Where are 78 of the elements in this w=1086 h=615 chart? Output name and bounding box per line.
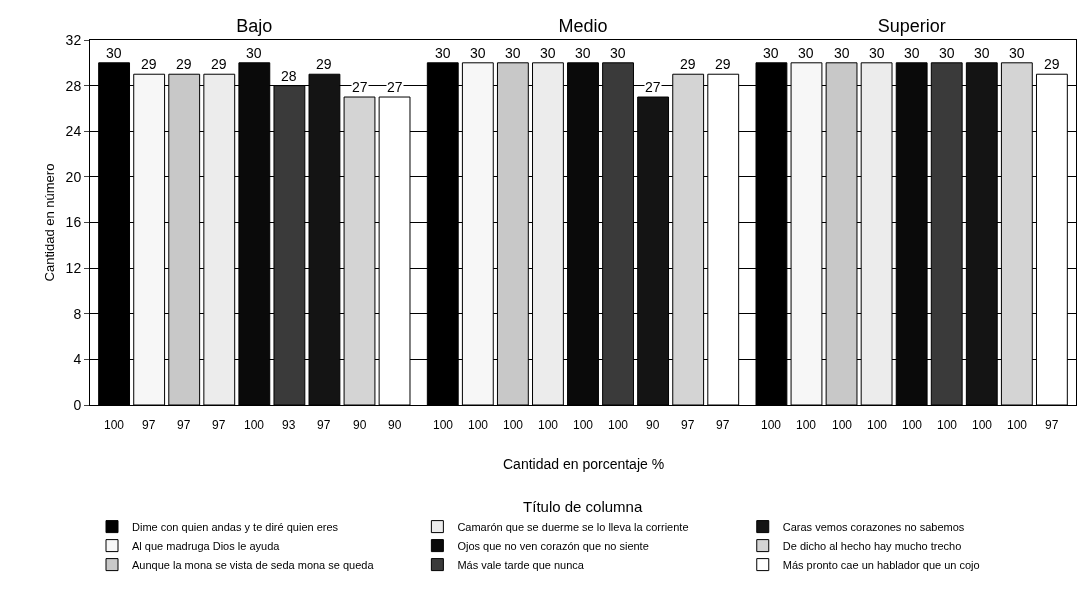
x-tick-label: Bajo <box>236 15 273 36</box>
y-tick-label: 4 <box>73 351 82 368</box>
data-label: 30 <box>763 45 779 61</box>
data-label: 27 <box>352 79 368 95</box>
data-label: 30 <box>505 45 521 61</box>
x-tick-label: Superior <box>877 15 946 36</box>
text: 100 <box>244 418 265 432</box>
text: 100 <box>937 418 958 432</box>
legend-label: Al que madruga Dios le ayuda <box>132 539 281 552</box>
text: 100 <box>503 418 524 432</box>
data-label: 29 <box>141 56 157 72</box>
text: 100 <box>972 418 993 432</box>
x-tick-label: Medio <box>558 15 608 36</box>
text: 93 <box>282 418 296 432</box>
y-tick-label: 28 <box>65 77 82 94</box>
text: 100 <box>902 418 923 432</box>
text: Cantidad en porcentaje % <box>503 456 665 472</box>
legend-label: Ojos que no ven corazón que no siente <box>457 539 649 552</box>
text: 100 <box>104 418 125 432</box>
legend-label: Caras vemos corazones no sabemos <box>782 520 965 533</box>
data-label: 30 <box>246 45 262 61</box>
data-label: 29 <box>211 56 227 72</box>
text: 100 <box>832 418 853 432</box>
legend-label: De dicho al hecho hay mucho trecho <box>782 539 962 552</box>
y-tick-label: 24 <box>65 123 82 140</box>
text: 97 <box>1045 418 1059 432</box>
data-label: 30 <box>470 45 486 61</box>
data-label: 27 <box>645 79 661 95</box>
data-label: 30 <box>1009 45 1025 61</box>
y-tick-label: 8 <box>73 305 82 322</box>
text: 97 <box>317 418 331 432</box>
data-label: 29 <box>1044 56 1060 72</box>
text: 100 <box>433 418 454 432</box>
legend-title: Título de columna <box>523 498 643 516</box>
y-tick-label: 16 <box>65 214 82 231</box>
y-tick-label: 12 <box>65 260 82 277</box>
text: 97 <box>681 418 695 432</box>
text: 90 <box>353 418 367 432</box>
data-label: 30 <box>974 45 990 61</box>
data-label: 30 <box>575 45 591 61</box>
data-label: 30 <box>540 45 556 61</box>
text: 100 <box>867 418 888 432</box>
data-label: 29 <box>715 56 731 72</box>
y-tick-label: 0 <box>73 396 82 413</box>
text: 100 <box>796 418 817 432</box>
data-label: 30 <box>106 45 122 61</box>
data-label: 30 <box>435 45 451 61</box>
data-label: 27 <box>387 79 403 95</box>
data-label: 30 <box>834 45 850 61</box>
legend-label: Aunque la mona se vista de seda mona se queda <box>132 558 375 571</box>
text: 97 <box>142 418 156 432</box>
legend-label: Más pronto cae un hablador que un cojo <box>782 558 980 571</box>
y-axis-title: Cantidad en número <box>42 163 57 282</box>
data-label: 30 <box>869 45 885 61</box>
legend-label: Dime con quien andas y te diré quien eres <box>132 520 339 533</box>
data-label: 30 <box>610 45 626 61</box>
text: 97 <box>177 418 191 432</box>
data-label: 29 <box>176 56 192 72</box>
text: 100 <box>1007 418 1028 432</box>
data-label: 30 <box>904 45 920 61</box>
data-label: 29 <box>316 56 332 72</box>
data-label: 29 <box>680 56 696 72</box>
text: 97 <box>716 418 730 432</box>
text: 100 <box>573 418 594 432</box>
text: 97 <box>212 418 226 432</box>
text: 100 <box>468 418 489 432</box>
text: 90 <box>646 418 660 432</box>
data-label: 30 <box>939 45 955 61</box>
legend-label: Más vale tarde que nunca <box>457 558 585 571</box>
text: 90 <box>388 418 402 432</box>
data-label: 30 <box>798 45 814 61</box>
y-tick-label: 32 <box>65 31 82 48</box>
y-tick-label: 20 <box>65 168 82 185</box>
text: 100 <box>608 418 629 432</box>
legend-label: Camarón que se duerme se lo lleva la corriente <box>457 520 689 533</box>
data-label: 28 <box>281 68 297 84</box>
text: 100 <box>761 418 782 432</box>
text: 100 <box>538 418 559 432</box>
